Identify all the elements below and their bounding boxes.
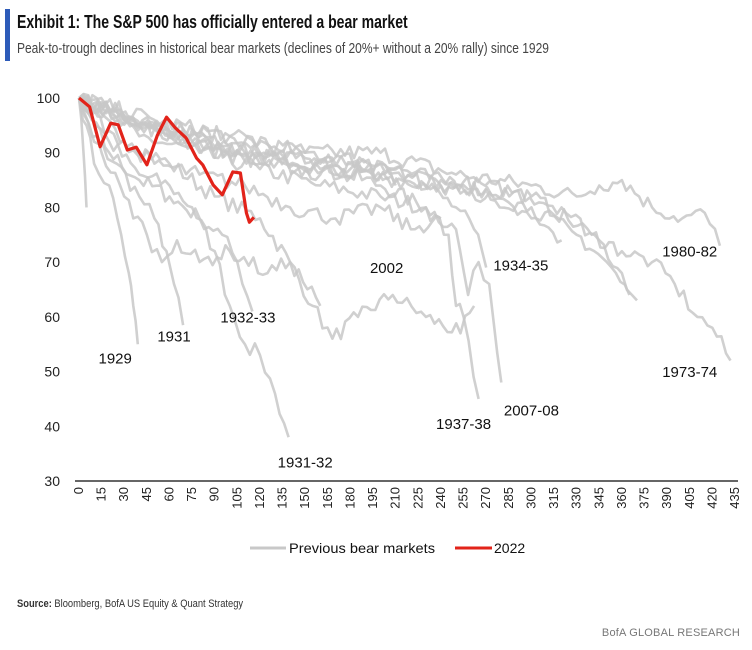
y-tick-80: 80 <box>44 199 60 215</box>
series-label-2007-08: 2007-08 <box>504 402 559 419</box>
x-tick-180: 180 <box>342 487 357 509</box>
x-tick-15: 15 <box>94 487 109 501</box>
series-line-previous-d <box>77 97 88 208</box>
chart-title: Exhibit 1: The S&P 500 has officially en… <box>17 12 408 32</box>
series-label-1980-82: 1980-82 <box>662 244 717 261</box>
x-tick-30: 30 <box>116 487 131 501</box>
legend-label-2022: 2022 <box>494 540 525 556</box>
source-note: Source: Bloomberg, BofA US Equity & Quan… <box>17 598 243 610</box>
brand-mark: BofA GLOBAL RESEARCH <box>601 627 740 639</box>
x-tick-270: 270 <box>478 487 493 509</box>
x-tick-210: 210 <box>388 487 403 509</box>
series-label-2002: 2002 <box>370 260 403 277</box>
x-tick-405: 405 <box>682 487 697 509</box>
series-line-1937-38 <box>77 97 480 400</box>
series-line-previous-a <box>78 96 638 302</box>
series-label-1937-38: 1937-38 <box>436 416 491 433</box>
x-tick-195: 195 <box>365 487 380 509</box>
series-label-1931-32: 1931-32 <box>278 454 333 471</box>
x-tick-285: 285 <box>501 487 516 509</box>
x-tick-315: 315 <box>546 487 561 509</box>
series-label-1929: 1929 <box>99 350 132 367</box>
series-labels: 1929 1931 1932-33 1931-32 2002 2007-08 1937-38… <box>99 244 718 472</box>
y-tick-30: 30 <box>44 473 60 489</box>
x-tick-135: 135 <box>275 487 290 509</box>
x-tick-300: 300 <box>523 487 538 509</box>
x-tick-255: 255 <box>456 487 471 509</box>
y-tick-100: 100 <box>37 90 61 106</box>
y-tick-70: 70 <box>44 254 60 270</box>
y-tick-labels: 30 40 50 60 70 80 90 100 <box>37 90 61 489</box>
x-tick-45: 45 <box>139 487 154 501</box>
x-tick-375: 375 <box>637 487 652 509</box>
x-tick-345: 345 <box>591 487 606 509</box>
x-tick-390: 390 <box>659 487 674 509</box>
series-line-previous-f <box>78 96 442 234</box>
x-tick-150: 150 <box>297 487 312 509</box>
series-line-previous-g <box>78 92 397 187</box>
y-tick-60: 60 <box>44 309 60 325</box>
x-tick-165: 165 <box>320 487 335 509</box>
y-tick-40: 40 <box>44 418 60 434</box>
series-line-1931-32 <box>77 97 290 438</box>
y-tick-50: 50 <box>44 364 60 380</box>
source-text: Bloomberg, BofA US Equity & Quant Strate… <box>51 598 244 610</box>
chart-subtitle: Peak-to-trough declines in historical be… <box>17 40 549 57</box>
x-tick-0: 0 <box>71 487 86 494</box>
series-line-2022 <box>77 96 256 224</box>
x-tick-240: 240 <box>433 487 448 509</box>
legend: Previous bear markets 2022 <box>250 540 525 556</box>
x-tick-labels: 0 15 30 45 60 75 90 105 120 135 150 165 180 195 210 225… <box>71 487 742 509</box>
x-tick-105: 105 <box>229 487 244 509</box>
x-tick-360: 360 <box>614 487 629 509</box>
x-tick-75: 75 <box>184 487 199 501</box>
x-tick-435: 435 <box>727 487 742 509</box>
legend-label-previous: Previous bear markets <box>289 540 435 556</box>
accent-bar <box>5 9 10 61</box>
series-line-1929 <box>77 97 140 345</box>
x-tick-225: 225 <box>410 487 425 509</box>
series-label-1931: 1931 <box>157 328 190 345</box>
series-line-2007-08 <box>78 92 503 383</box>
y-tick-90: 90 <box>44 145 60 161</box>
series-line-previous-c <box>78 94 563 244</box>
x-tick-120: 120 <box>252 487 267 509</box>
series-label-1932-33: 1932-33 <box>220 309 275 326</box>
series-line-1932-33 <box>78 97 254 312</box>
series-label-1973-74: 1973-74 <box>662 364 717 381</box>
x-tick-330: 330 <box>569 487 584 509</box>
x-tick-90: 90 <box>207 487 222 501</box>
series-lines <box>77 92 732 438</box>
source-label: Source: <box>17 598 52 610</box>
series-line-previous-e <box>77 97 322 307</box>
x-tick-420: 420 <box>704 487 719 509</box>
x-tick-60: 60 <box>161 487 176 501</box>
series-line-2002 <box>78 96 476 341</box>
series-label-1934-35: 1934-35 <box>493 257 548 274</box>
